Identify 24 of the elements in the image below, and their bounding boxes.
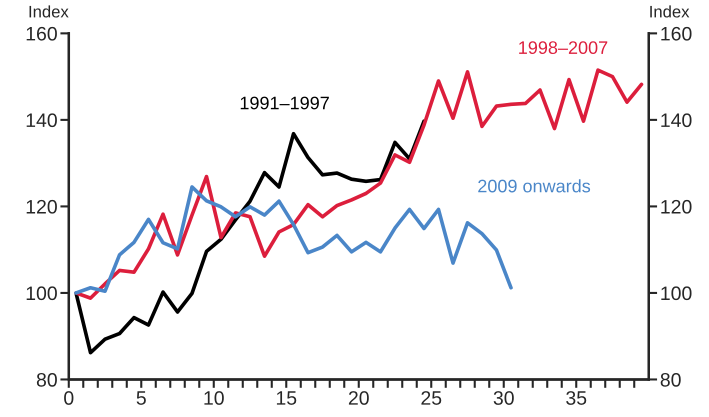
- y2-tick-label: 80: [660, 372, 681, 387]
- line-series: [74, 68, 644, 300]
- x-tick-label: 5: [136, 391, 146, 405]
- y2-tick-label: 120: [661, 200, 692, 214]
- y2-tick-label: 140: [661, 113, 692, 128]
- x-tick-label: 20: [348, 391, 369, 405]
- x-tick-label: 25: [421, 391, 442, 405]
- series-label: 1991–1997: [240, 96, 329, 110]
- y-tick-label: 140: [26, 113, 57, 128]
- y-axis-title: Index: [30, 5, 69, 18]
- x-tick-label: 35: [566, 391, 586, 405]
- series-label: 2009 onwards: [478, 179, 590, 192]
- series-label: 1998–2007: [519, 41, 608, 54]
- y-tick-label: 120: [26, 200, 57, 214]
- y-tick-label: 100: [26, 286, 57, 300]
- y-tick-label: 80: [36, 372, 57, 387]
- x-tick-label: 10: [204, 391, 224, 405]
- y2-tick-label: 160: [661, 26, 692, 41]
- x-tick-label: 15: [276, 391, 296, 405]
- x-tick-label: 0: [64, 391, 74, 405]
- x-tick-label: 30: [494, 391, 514, 405]
- y2-tick-label: 100: [661, 286, 692, 300]
- y2-axis-title: Index: [650, 5, 690, 18]
- y-tick-label: 160: [26, 26, 57, 41]
